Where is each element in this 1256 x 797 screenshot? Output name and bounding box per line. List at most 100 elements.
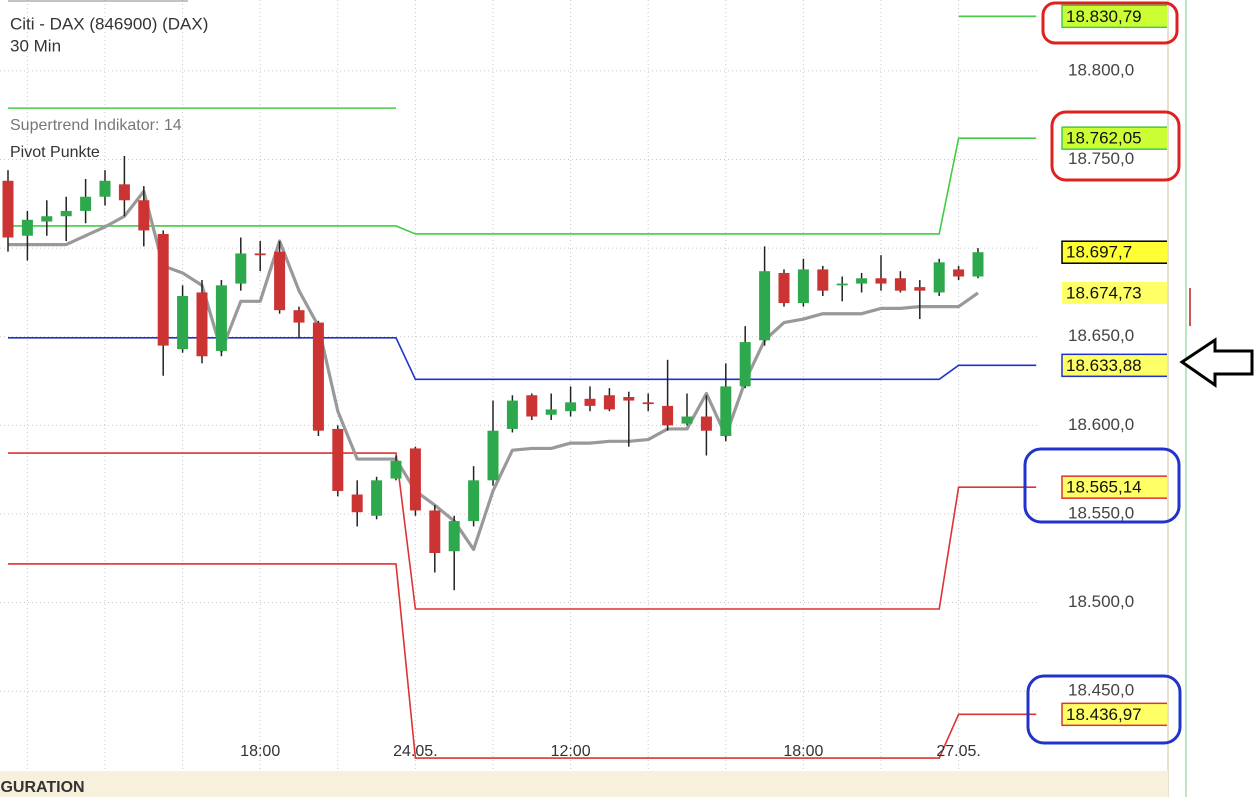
candle-body [293,310,305,323]
price-labels: 18.830,7918.762,0518.633,8818.565,1418.4… [1061,4,1168,727]
candle-body [953,269,965,277]
candle-body [681,416,693,424]
candle-body [138,200,150,231]
highlight-box [1023,447,1181,524]
y-tick-label: 18.500,0 [1068,592,1134,611]
candle-body [468,480,480,522]
price-label: 18.762,05 [1066,129,1142,148]
pivot-line [8,15,1037,109]
candle-body [933,262,945,293]
price-label: 18.697,7 [1066,243,1132,262]
price-label-box [1061,702,1168,727]
y-tick-label: 18.600,0 [1068,415,1134,434]
candle-body [274,251,286,311]
y-tick-label: 18.800,0 [1068,60,1134,79]
pivot-line [8,452,1037,610]
footer-bar [0,771,1168,797]
candle-body [797,269,809,304]
candle-body [448,521,460,552]
price-label: 18.830,79 [1066,7,1142,26]
candle-body [856,278,868,284]
candle-body [972,252,984,277]
x-tick-label: 18:00 [783,743,823,760]
price-label-box [1062,281,1168,304]
chart-title: Citi - DAX (846900) (DAX) [10,14,208,33]
candle-body [778,272,790,304]
candle-body [759,271,771,341]
y-tick-label: 18.450,0 [1068,681,1134,700]
pivot-line [8,563,1037,759]
candle-body [2,180,14,238]
candle-body [80,196,92,211]
x-tick-label: 24.05. [393,743,437,760]
candle-body [720,386,732,437]
pivot-line [8,337,1037,381]
y-tick-label: 18.750,0 [1068,149,1134,168]
price-label: 18.633,88 [1066,356,1142,375]
y-axis: 18.450,0 18.500,0 18.550,0 18.600,0 18.650,0… [1068,60,1134,699]
highlight-box [1050,110,1181,182]
chart-subtitle: 30 Min [10,36,61,55]
candle-body [662,405,674,426]
pivot-line [8,137,1037,235]
candle-body [390,460,402,479]
candle-body [409,448,421,511]
candle-body [623,397,635,401]
candle-body [99,180,111,197]
candle-body [177,295,189,350]
candle-body [894,278,906,291]
candle-body [312,322,324,431]
indicator-label: Pivot Punkte [10,144,100,161]
x-tick-label: 12:00 [551,743,591,760]
price-label-box [1061,126,1168,150]
price-label-box [1061,475,1168,499]
highlight-box [1026,674,1182,745]
candle-body [817,269,829,291]
candle-body [332,428,344,491]
arrow [1179,337,1254,388]
candle-body [545,409,557,415]
candle-body [700,416,712,431]
candle-body [254,253,266,256]
candle-body [215,285,227,351]
candle-body [506,400,518,429]
candle-body [41,216,53,222]
annotations [1023,1,1254,745]
price-label: 18.436,97 [1066,705,1142,724]
y-tick-label: 18.650,0 [1068,326,1134,345]
price-label-box [1061,240,1168,264]
highlight-box [1041,1,1179,45]
candle-body [235,253,247,284]
candle-body [739,342,751,387]
price-label-box [1061,353,1168,378]
x-tick-label: 27.05. [936,743,980,760]
candle-body [60,210,72,217]
candle-body [914,287,926,291]
candle-body [603,395,615,410]
candle-body [836,283,848,286]
grid [0,0,1040,771]
y-tick-label: 18.550,0 [1068,503,1134,522]
candle-body [487,430,499,481]
candle-body [875,278,887,284]
price-label: 18.674,73 [1066,283,1142,302]
footer-text: IGURATION [0,779,85,796]
candle-body [584,398,596,406]
candle-body [526,395,538,417]
candle-body [21,219,33,236]
candle-body [429,510,441,553]
candle-body [157,233,169,346]
candle-body [351,494,363,513]
indicator-label: Supertrend Indikator: 14 [10,117,182,134]
indicator-lines [8,15,1037,759]
x-tick-label: 18:00 [240,743,280,760]
x-axis: 18:00 24.05. 12:00 18:00 27.05. [240,743,981,760]
candle-body [642,402,654,405]
candle-body [118,184,130,201]
candle-body [565,402,577,412]
price-label-box [1061,4,1168,29]
candle-body [371,480,383,516]
price-label: 18.565,14 [1066,478,1142,497]
supertrend-line [8,189,979,552]
